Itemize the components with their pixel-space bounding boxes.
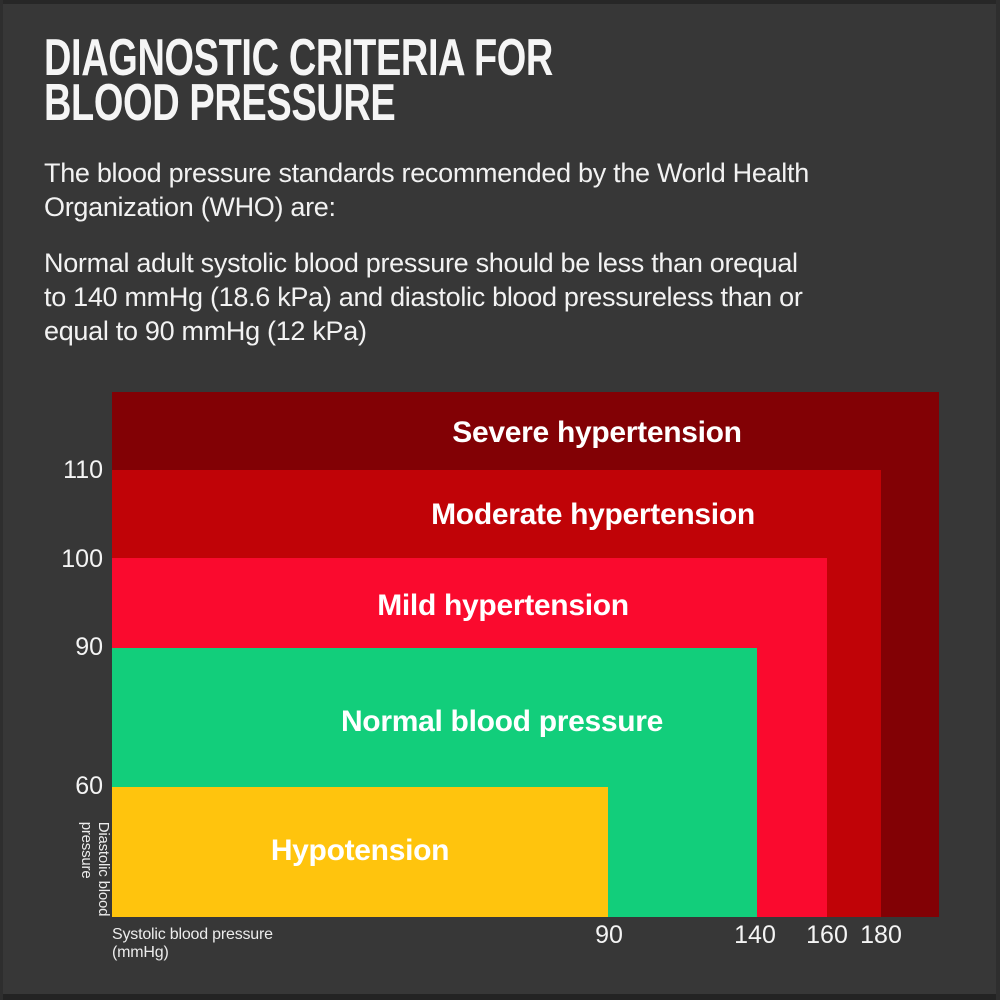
x-axis-caption-line-1: Systolic blood pressure: [112, 926, 273, 943]
x-tick-160: 160: [806, 921, 848, 949]
criteria-line-3: equal to 90 mmHg (12 kPa): [44, 316, 367, 346]
zone-label-moderate-hypertension: Moderate hypertension: [431, 498, 755, 531]
page-title-line-2: BLOOD PRESSURE: [44, 74, 396, 132]
x-tick-140: 140: [734, 921, 776, 949]
frame-edge-right: [996, 0, 1000, 1000]
y-axis-caption-line-2: pressure: [78, 821, 95, 879]
zone-hypotension: [112, 787, 608, 917]
y-axis-caption: Diastolic blood pressure: [78, 822, 112, 917]
y-tick-60: 60: [75, 772, 103, 800]
y-tick-90: 90: [75, 633, 103, 661]
zone-label-severe-hypertension: Severe hypertension: [452, 416, 742, 449]
intro-line-1: The blood pressure standards recommended…: [44, 158, 809, 188]
x-tick-180: 180: [860, 921, 902, 949]
frame-edge-bottom: [0, 994, 1000, 1000]
y-tick-110: 110: [63, 456, 103, 484]
x-axis-caption-line-2: (mmHg): [112, 944, 169, 961]
zone-label-normal-blood-pressure: Normal blood pressure: [340, 705, 664, 738]
intro-line-2: Organization (WHO) are:: [44, 192, 336, 222]
frame-edge-top: [0, 0, 1000, 4]
who-criteria-paragraph: Normal adult systolic blood pressure sho…: [44, 246, 803, 348]
frame-edge-left: [0, 0, 3, 1000]
zone-label-hypotension: Hypotension: [270, 834, 450, 867]
page-title: DIAGNOSTIC CRITERIA FOR BLOOD PRESSURE: [44, 29, 553, 132]
criteria-line-1: Normal adult systolic blood pressure sho…: [44, 248, 798, 278]
page-title-line-1: DIAGNOSTIC CRITERIA FOR: [44, 29, 553, 87]
zone-label-mild-hypertension: Mild hypertension: [377, 589, 629, 622]
x-tick-90: 90: [595, 921, 623, 949]
criteria-line-2: to 140 mmHg (18.6 kPa) and diastolic blo…: [44, 282, 803, 312]
x-axis-caption: Systolic blood pressure (mmHg): [112, 926, 273, 962]
intro-paragraph: The blood pressure standards recommended…: [44, 156, 809, 224]
y-tick-100: 100: [61, 545, 103, 573]
y-axis-caption-line-1: Diastolic blood: [95, 821, 112, 917]
